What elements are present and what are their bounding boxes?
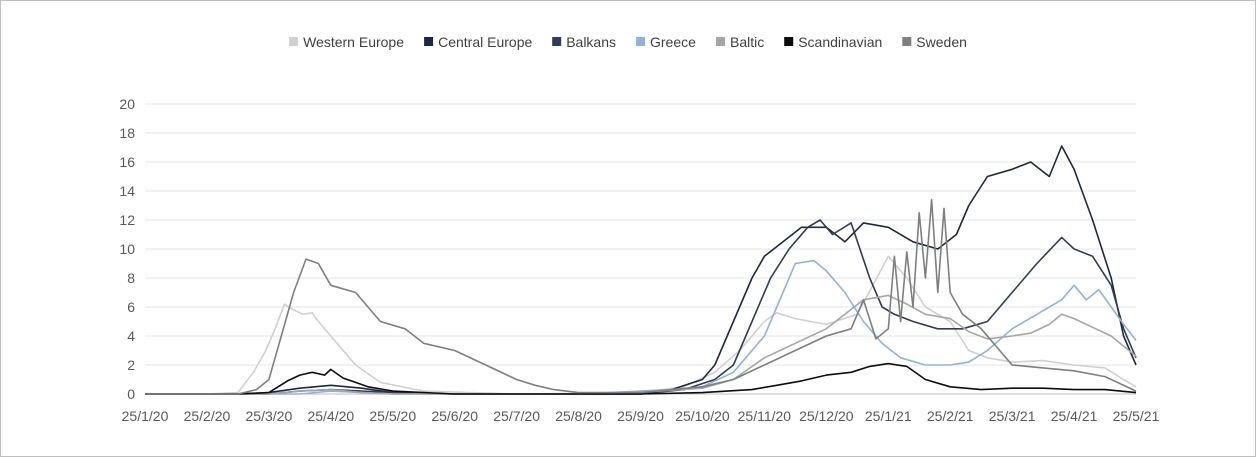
legend-label: Baltic [730, 34, 764, 50]
legend-item: Scandinavian [784, 34, 882, 50]
legend-swatch [552, 37, 562, 46]
legend: Western Europe Central Europe Balkans Greec… [289, 34, 967, 50]
y-tick-label: 8 [127, 270, 135, 286]
series-line-1 [145, 145, 1137, 395]
series-line-0 [145, 255, 1137, 395]
legend-swatch [289, 37, 299, 46]
y-tick-label: 2 [127, 357, 135, 373]
y-tick-label: 0 [127, 386, 135, 402]
x-tick-label: 25/2/21 [927, 408, 974, 424]
legend-item: Balkans [552, 34, 616, 50]
y-axis-ticks: 0 2 4 6 8 10 12 14 16 18 20 [119, 96, 135, 402]
legend-label: Balkans [566, 34, 616, 50]
x-tick-label: 25/3/21 [989, 408, 1036, 424]
x-tick-label: 25/6/20 [431, 408, 478, 424]
legend-label: Sweden [916, 34, 967, 50]
legend-item: Sweden [902, 34, 967, 50]
x-tick-label: 25/2/20 [184, 408, 231, 424]
x-tick-label: 25/8/20 [555, 408, 602, 424]
legend-swatch [784, 37, 794, 46]
series-line-6 [145, 198, 1137, 395]
x-tick-label: 25/5/21 [1113, 408, 1160, 424]
x-tick-label: 25/10/20 [675, 408, 730, 424]
series-line-2 [145, 219, 1137, 395]
legend-item: Greece [636, 34, 696, 50]
x-tick-label: 25/1/20 [122, 408, 169, 424]
x-axis-ticks: 25/1/20 25/2/20 25/3/20 25/4/20 25/5/20 25/6/… [122, 408, 1160, 424]
legend-label: Central Europe [438, 34, 532, 50]
gridlines [145, 103, 1136, 395]
legend-label: Greece [650, 34, 696, 50]
y-tick-label: 20 [119, 96, 135, 112]
legend-label: Scandinavian [798, 34, 882, 50]
legend-label: Western Europe [303, 34, 404, 50]
x-tick-label: 25/1/21 [865, 408, 912, 424]
y-tick-label: 6 [127, 299, 135, 315]
legend-swatch [424, 37, 434, 46]
x-tick-label: 25/9/20 [617, 408, 664, 424]
series-line-3 [145, 259, 1137, 395]
legend-item: Western Europe [289, 34, 404, 50]
legend-item: Central Europe [424, 34, 532, 50]
legend-swatch [902, 37, 912, 46]
y-tick-label: 4 [127, 328, 135, 344]
x-tick-label: 25/12/20 [799, 408, 854, 424]
x-tick-label: 25/3/20 [246, 408, 293, 424]
y-tick-label: 10 [119, 241, 135, 257]
y-tick-label: 16 [119, 154, 135, 170]
x-tick-label: 25/4/20 [307, 408, 354, 424]
series-lines [145, 145, 1137, 395]
y-tick-label: 12 [119, 212, 135, 228]
x-tick-label: 25/11/20 [738, 408, 792, 424]
y-tick-label: 18 [119, 125, 135, 141]
x-tick-label: 25/7/20 [493, 408, 540, 424]
series-line-4 [145, 294, 1137, 395]
legend-item: Baltic [716, 34, 764, 50]
legend-swatch [716, 37, 725, 46]
y-tick-label: 14 [119, 183, 135, 199]
legend-swatch [636, 37, 645, 46]
x-tick-label: 25/4/21 [1051, 408, 1098, 424]
x-tick-label: 25/5/20 [369, 408, 416, 424]
series-line-5 [145, 362, 1137, 395]
